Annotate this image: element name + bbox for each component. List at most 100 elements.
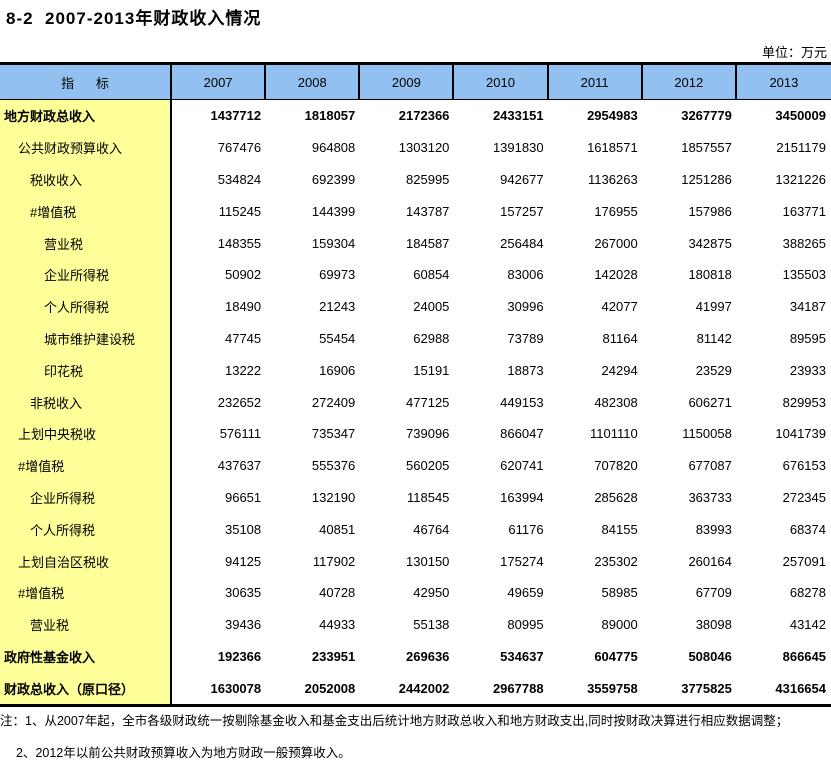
table-row: 营业税 39436 44933 55138 80995 89000 38098 43142	[0, 608, 831, 641]
value-cell: 707820	[594, 458, 638, 474]
value-cell: 477125	[406, 394, 450, 410]
value-cell: 18490	[224, 299, 262, 315]
value-cell: 47745	[224, 330, 262, 346]
fiscal-revenue-table: 指 标 2007 2008 2009 2010 2011 2012 2013 地方财政总收入…	[0, 62, 831, 708]
value-cell: 482308	[594, 394, 638, 410]
value-cell: 942677	[500, 171, 544, 187]
value-cell: 1321226	[775, 171, 826, 187]
value-cell: 260164	[688, 553, 732, 569]
value-cell: 49659	[507, 585, 544, 601]
value-cell: 2433151	[492, 108, 544, 124]
indicator-label: 财政总收入（原口径）	[0, 672, 172, 705]
table-row: 上划中央税收 576111 735347 739096 866047 1101110 115…	[0, 417, 831, 450]
indicator-label: 企业所得税	[0, 481, 172, 514]
value-cell: 3559758	[587, 680, 638, 696]
year-header-cell: 2013	[769, 74, 799, 90]
value-cell: 69973	[319, 267, 356, 283]
value-cell: 676153	[782, 458, 826, 474]
note-line-2: 2、2012年以前公共财政预算收入为地方财政一般预算收入。	[16, 746, 351, 760]
value-cell: 62988	[413, 330, 450, 346]
table-header-row: 指 标 2007 2008 2009 2010 2011 2012 2013	[0, 65, 831, 100]
value-cell: 2052008	[304, 680, 356, 696]
table-row: #增值税 437637 555376 560205 620741 707820 677087…	[0, 449, 831, 482]
indicator-label: #增值税	[0, 449, 172, 482]
value-cell: 2172366	[398, 108, 450, 124]
value-cell: 41997	[695, 299, 732, 315]
value-cell: 96651	[224, 489, 262, 505]
value-cell: 118545	[407, 489, 450, 505]
value-cell: 1618571	[587, 140, 638, 156]
value-cell: 437637	[217, 458, 262, 474]
value-cell: 16906	[319, 362, 356, 378]
value-cell: 83006	[507, 267, 544, 283]
value-cell: 735347	[311, 426, 356, 442]
value-cell: 135503	[782, 267, 826, 283]
value-cell: 620741	[500, 458, 544, 474]
value-cell: 68278	[789, 585, 826, 601]
table-row: 非税收入 232652 272409 477125 449153 482308 606271…	[0, 386, 831, 418]
value-cell: 89000	[601, 617, 638, 633]
value-cell: 24005	[413, 299, 450, 315]
value-cell: 89595	[789, 330, 826, 346]
table-row: 政府性基金收入 192366 233951 269636 534637 604775 508…	[0, 640, 831, 673]
value-cell: 39436	[224, 617, 262, 633]
year-header-cell: 2009	[360, 65, 455, 99]
indicator-label: 税收收入	[0, 163, 172, 196]
value-cell: 13222	[224, 362, 262, 378]
value-cell: 175274	[500, 553, 544, 569]
value-cell: 163994	[500, 489, 544, 505]
value-cell: 44933	[319, 617, 356, 633]
value-cell: 1391830	[492, 140, 544, 156]
value-cell: 184587	[406, 235, 450, 251]
year-header-cell: 2010	[454, 65, 549, 99]
value-cell: 829953	[782, 394, 826, 410]
value-cell: 42950	[413, 585, 450, 601]
value-cell: 61176	[508, 521, 544, 537]
indicator-label: 上划自治区税收	[0, 545, 172, 577]
value-cell: 342875	[688, 235, 732, 251]
unit-label: 单位：万元	[761, 45, 827, 60]
value-cell: 2967788	[492, 680, 544, 696]
notes: 注：1、从2007年起，全市各级财政统一按剔除基金收入和基金支出后统计地方财政总…	[0, 710, 831, 761]
value-cell: 964808	[311, 140, 356, 156]
value-cell: 117902	[312, 553, 356, 569]
indicator-label: 非税收入	[0, 386, 172, 418]
value-cell: 555376	[311, 458, 356, 474]
value-cell: 2442002	[398, 680, 450, 696]
table-row: 财政总收入（原口径） 1630078 2052008 2442002 2967788 35…	[0, 672, 831, 705]
value-cell: 81164	[602, 330, 638, 346]
value-cell: 18873	[507, 362, 544, 378]
table-row: 公共财政预算收入 767476 964808 1303120 1391830 161857…	[0, 131, 831, 164]
value-cell: 677087	[688, 458, 732, 474]
value-cell: 115245	[218, 203, 262, 219]
value-cell: 55138	[413, 617, 450, 633]
table-row: 城市维护建设税 47745 55454 62988 73789 81164 81142 895…	[0, 322, 831, 355]
value-cell: 3267779	[681, 108, 732, 124]
value-cell: 67709	[695, 585, 732, 601]
table-row: 企业所得税 50902 69973 60854 83006 142028 180818 135…	[0, 258, 831, 291]
value-cell: 449153	[500, 394, 544, 410]
value-cell: 40728	[319, 585, 356, 601]
value-cell: 23933	[789, 362, 826, 378]
value-cell: 576111	[219, 426, 262, 442]
value-cell: 272409	[311, 394, 356, 410]
indicator-label: 政府性基金收入	[0, 640, 172, 673]
value-cell: 257091	[782, 553, 826, 569]
value-cell: 30996	[507, 299, 544, 315]
value-cell: 83993	[695, 521, 732, 537]
value-cell: 23529	[695, 362, 732, 378]
value-cell: 30635	[224, 585, 262, 601]
value-cell: 235302	[594, 553, 638, 569]
value-cell: 80995	[507, 617, 544, 633]
value-cell: 180818	[688, 267, 732, 283]
value-cell: 232652	[217, 394, 262, 410]
value-cell: 739096	[406, 426, 450, 442]
value-cell: 142028	[594, 267, 638, 283]
value-cell: 40851	[319, 521, 356, 537]
value-cell: 148355	[217, 235, 262, 251]
value-cell: 2151179	[776, 140, 826, 156]
value-cell: 1041739	[775, 426, 826, 442]
value-cell: 1630078	[210, 680, 262, 696]
value-cell: 24294	[601, 362, 638, 378]
indicator-label: 个人所得税	[0, 513, 172, 546]
